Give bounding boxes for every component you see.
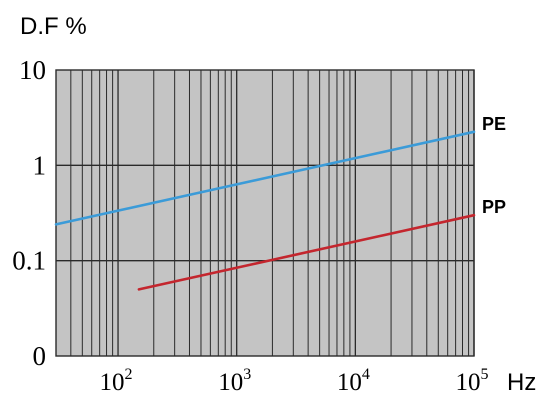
x-tick-labels: 102 103 104 105 bbox=[100, 366, 489, 396]
x-axis-label: Hz bbox=[507, 369, 536, 396]
series-lines bbox=[54, 130, 476, 291]
x-tick-label: 105 bbox=[456, 366, 489, 396]
series-labels: PE PP bbox=[482, 114, 506, 217]
y-tick-label: 10 bbox=[19, 55, 46, 85]
x-tick-label: 102 bbox=[100, 366, 133, 396]
y-tick-labels: 10 1 0.1 0 bbox=[12, 55, 46, 371]
minor-gridlines bbox=[55, 70, 470, 356]
series-label-pp: PP bbox=[482, 197, 506, 217]
y-tick-label: 1 bbox=[33, 150, 47, 180]
x-tick-label: 104 bbox=[337, 366, 370, 396]
series-label-pe: PE bbox=[482, 114, 506, 134]
x-tick-label: 103 bbox=[218, 366, 251, 396]
y-tick-label: 0.1 bbox=[12, 246, 46, 276]
y-axis-label: D.F % bbox=[20, 13, 87, 40]
plot-area bbox=[55, 69, 475, 357]
series-line-pe bbox=[54, 130, 476, 226]
y-tick-label: 0 bbox=[33, 341, 47, 371]
series-line-pp bbox=[137, 213, 476, 291]
